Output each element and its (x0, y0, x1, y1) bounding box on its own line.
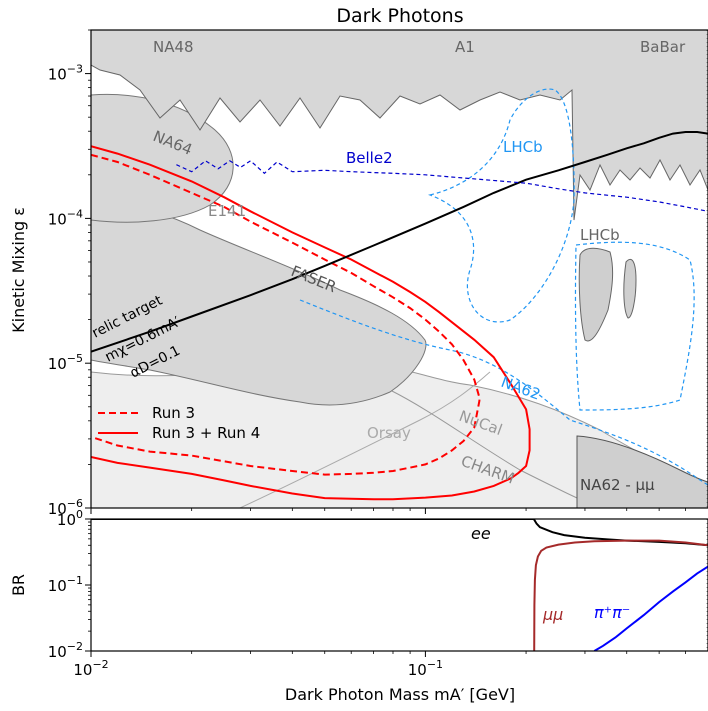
series-line-1-2 (593, 565, 708, 651)
label-e141: E141 (208, 202, 246, 220)
bottom-y-axis-label: BR (9, 574, 28, 596)
label-na62-mumu: NA62 - μμ (580, 476, 655, 494)
label-orsay: Orsay (367, 424, 411, 442)
lhcb-upper-dashed (427, 88, 575, 323)
x-tick-label: 10−1 (408, 658, 443, 679)
y-tick-label: 10−5 (48, 352, 83, 373)
na62-dashed (299, 299, 708, 486)
label-na48: NA48 (153, 38, 194, 56)
y-tick-label: 10−1 (48, 574, 83, 595)
y-tick-label: 10−4 (48, 207, 83, 228)
series-line-0-2 (91, 131, 708, 353)
series-line-0-1 (91, 145, 531, 501)
bottom-panel: ee μμ π⁺π⁻ 10−2 10−1 100 10−2 10−1 BR Dark P… (9, 508, 708, 704)
top-y-axis-label: Kinetic Mixing ε (9, 207, 28, 333)
bottom-series-layer (91, 519, 708, 651)
y-tick-label: 10−3 (48, 63, 83, 84)
legend-label-run3: Run 3 (152, 404, 195, 422)
top-axes: 10−6 10−5 10−4 10−3 (48, 29, 687, 518)
label-pipi: π⁺π⁻ (594, 603, 630, 622)
x-tick-label: 10−2 (73, 658, 108, 679)
label-lhcb-blue: LHCb (503, 138, 543, 156)
label-lhcb-grey: LHCb (580, 226, 620, 244)
legend: Run 3 Run 3 + Run 4 (98, 404, 260, 442)
top-panel: NA48 A1 BaBar NA64 E141 FASER LHCb LHCb … (9, 29, 708, 518)
label-babar: BaBar (640, 38, 686, 56)
top-exclusion-band (91, 30, 708, 221)
lhcb-island-2 (623, 258, 637, 319)
series-line-1-1 (533, 539, 708, 651)
lhcb-island-1 (578, 247, 614, 342)
branching-labels: ee μμ π⁺π⁻ (471, 524, 630, 624)
orsay-boundary (239, 371, 491, 508)
y-tick-label: 10−2 (48, 640, 83, 661)
faser-region (91, 199, 427, 406)
label-mumu: μμ (542, 605, 563, 624)
y-tick-label: 100 (57, 508, 83, 529)
y-tick-label: 10−6 (48, 497, 83, 518)
series-line-0-0 (91, 153, 481, 476)
bottom-axes: 10−2 10−1 100 10−2 10−1 (48, 508, 687, 679)
label-belle2: Belle2 (346, 149, 393, 167)
top-plot-frame (90, 29, 708, 509)
legend-label-run34: Run 3 + Run 4 (152, 424, 260, 442)
chart-title: Dark Photons (336, 5, 463, 27)
top-series-layer (91, 131, 708, 501)
label-ee: ee (471, 524, 491, 543)
bottom-plot-background (91, 519, 708, 651)
series-line-0-3 (176, 160, 708, 212)
excluded-regions (91, 30, 708, 508)
label-a1: A1 (455, 38, 475, 56)
x-axis-label: Dark Photon Mass mA′ [GeV] (285, 685, 515, 704)
